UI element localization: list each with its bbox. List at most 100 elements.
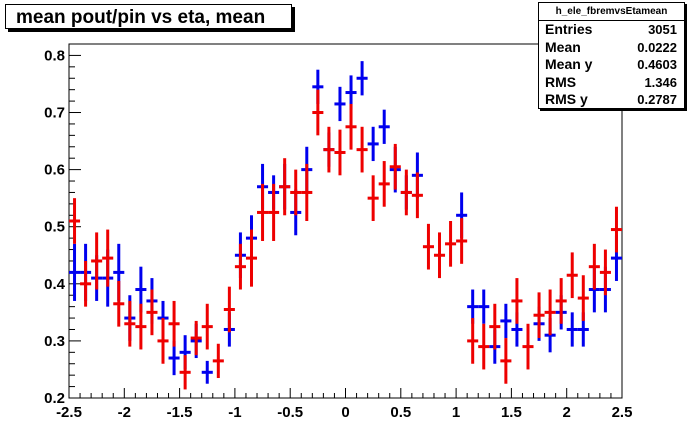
data-point (124, 300, 136, 347)
stats-value: 0.4603 (637, 57, 677, 72)
y-axis: 0.2 0.3 0.4 0.5 0.6 0.7 0.8 (44, 43, 81, 407)
data-point (577, 275, 589, 321)
y-tick-label: 0.8 (44, 47, 65, 64)
data-point (555, 278, 567, 324)
y-tick-label: 0.3 (44, 333, 65, 350)
data-point (544, 289, 556, 336)
plot-title-text: mean pout/pin vs eta, mean (16, 7, 266, 28)
data-point (456, 218, 468, 264)
x-tick-label: -1.5 (167, 404, 193, 421)
data-point (599, 249, 611, 296)
data-point (80, 260, 92, 307)
stats-label: RMS y (545, 91, 588, 107)
stats-label: Entries (545, 21, 593, 37)
data-point (356, 61, 368, 96)
data-point (290, 169, 302, 216)
data-point (445, 221, 457, 267)
data-point (610, 206, 622, 253)
data-point (433, 232, 446, 279)
stats-box-title: h_ele_fbremvsEtamean (539, 3, 684, 21)
stats-box: h_ele_fbremvsEtamean Entries 3051 Mean 0… (538, 2, 685, 109)
stats-row-rms: RMS 1.346 (539, 74, 684, 92)
data-point (146, 289, 158, 336)
series-2 (69, 89, 622, 390)
data-point (257, 183, 269, 241)
data-point (367, 175, 379, 221)
data-point (190, 320, 202, 356)
data-point (378, 161, 390, 207)
data-point (301, 163, 313, 221)
x-tick-label: 0 (341, 404, 349, 421)
data-point (268, 183, 280, 241)
data-point (223, 286, 235, 333)
x-axis: -2.5 -2 -1.5 -1 -0.5 0 0.5 1 1.5 2 2.5 (56, 388, 632, 421)
y-tick-label: 0.6 (44, 162, 65, 179)
stats-row-rms-y: RMS y 0.2787 (539, 91, 684, 109)
x-tick-label: -2 (118, 404, 131, 421)
data-point (212, 343, 224, 379)
data-point (102, 229, 114, 287)
y-tick-label: 0.2 (44, 390, 65, 407)
data-point (334, 129, 346, 176)
x-tick-label: 0.5 (390, 404, 411, 421)
data-series (69, 61, 622, 390)
data-point (411, 172, 423, 219)
stats-value: 0.0222 (637, 39, 677, 55)
x-tick-label: 1 (452, 404, 460, 421)
data-point (356, 126, 368, 173)
data-point (422, 223, 434, 270)
x-tick-label: -2.5 (56, 404, 82, 421)
data-point (378, 109, 390, 144)
data-point (135, 303, 147, 350)
stats-value: 1.346 (644, 74, 677, 90)
data-point (533, 292, 545, 339)
data-point (489, 303, 501, 350)
data-point (69, 198, 81, 244)
data-point (279, 158, 291, 216)
data-point (323, 126, 335, 173)
data-point (478, 289, 490, 324)
data-point (179, 355, 191, 390)
stats-label: RMS (545, 73, 577, 90)
data-point (312, 89, 324, 136)
plot-title: mean pout/pin vs eta, mean (5, 4, 292, 29)
stats-row-entries: Entries 3051 (539, 21, 684, 39)
stats-value: 3051 (648, 22, 677, 37)
data-point (566, 252, 578, 299)
data-point (500, 338, 512, 384)
stats-row-mean-y: Mean y 0.4603 (539, 56, 684, 74)
data-point (91, 232, 103, 290)
stats-label: Mean (545, 38, 581, 55)
y-tick-label: 0.4 (44, 276, 66, 293)
data-point (566, 312, 578, 347)
data-point (201, 360, 213, 384)
y-tick-label: 0.7 (44, 105, 65, 122)
data-point (400, 169, 412, 216)
data-point (522, 323, 534, 370)
data-point (245, 229, 258, 287)
data-point (234, 243, 246, 290)
stats-value: 0.2787 (637, 92, 677, 107)
x-tick-label: 2 (563, 404, 571, 421)
data-point (367, 126, 379, 162)
data-point (478, 323, 490, 370)
data-point (511, 278, 523, 324)
data-point (113, 280, 125, 327)
x-tick-label: 2.5 (612, 404, 633, 421)
x-tick-label: -0.5 (277, 404, 303, 421)
x-tick-label: 1.5 (501, 404, 522, 421)
y-tick-label: 0.5 (44, 219, 65, 236)
data-point (168, 300, 180, 347)
stats-label: Mean y (545, 56, 593, 72)
data-point (157, 318, 169, 364)
data-point (201, 303, 213, 350)
data-point (389, 143, 401, 190)
data-point (500, 303, 512, 339)
data-point (588, 243, 600, 290)
data-point (334, 86, 346, 122)
stats-row-mean: Mean 0.0222 (539, 39, 684, 57)
data-point (345, 103, 357, 150)
data-point (69, 243, 81, 301)
data-point (467, 318, 479, 364)
